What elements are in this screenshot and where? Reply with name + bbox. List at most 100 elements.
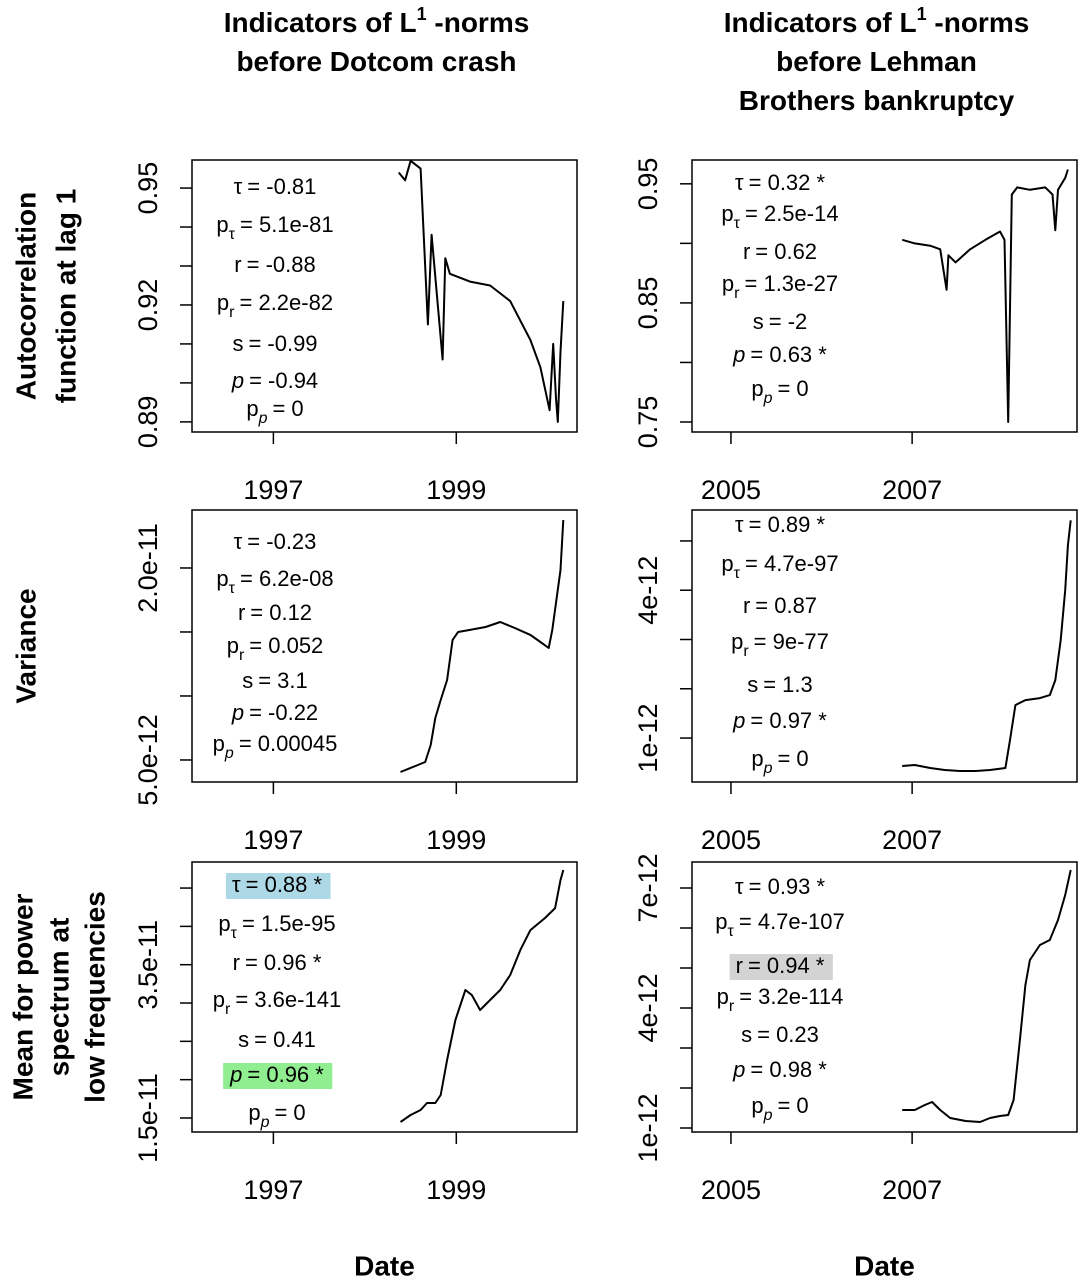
x-tick-label: 2005 [701,825,761,855]
annotation-subscript: p [224,745,234,762]
annotation-symbol: r [736,953,743,978]
x-tick-label: 1997 [243,825,303,855]
annotation: pp = 0 [248,1100,305,1131]
y-tick-label: 1.5e-11 [133,1073,163,1163]
annotation-symbol: τ [735,170,744,195]
annotation-highlight [729,954,833,980]
annotation-value: = 0.87 [755,593,817,618]
data-line [400,519,565,773]
annotation: r = 0.96 * [233,950,322,975]
annotation: τ = 0.88 * [232,872,323,897]
annotation-symbol: p [732,1057,745,1082]
annotation-symbol: p [227,633,239,658]
plot-frame [191,159,578,433]
x-tick-label: 2007 [882,475,942,505]
annotation-symbol: p [218,911,230,936]
annotation-symbol: p [213,731,225,756]
annotation-value: = 0 [777,746,808,771]
annotation-symbol: τ [234,174,243,199]
annotation: τ = 0.32 * [735,170,826,195]
annotation-symbol: τ [232,872,241,897]
annotation-value: = -0.23 [247,529,316,554]
annotation-value: = 2.5e-14 [745,201,839,226]
annotation: pp = 0.00045 [213,731,338,762]
annotation: r = -0.88 [234,252,315,277]
panel: Indicators of L1 -norms before Lehman Brot… [633,4,1078,505]
annotation: s = -2 [753,309,808,334]
annotation-value: = -0.94 [249,368,318,393]
annotation-symbol: p [732,342,745,367]
annotation-subscript: τ [229,226,236,243]
annotation-symbol: r [743,593,750,618]
panel: Indicators of L1 -norms before Dotcom cra… [10,4,578,505]
plot-frame [191,509,578,783]
annotation-symbol: s [232,331,243,356]
panel: Mean for power spectrum at low frequencies… [7,861,578,1281]
annotation-symbol: p [216,566,228,591]
row-label: Variance [10,588,41,703]
annotation-symbol: p [731,629,743,654]
annotation-value: = 1.3 [763,672,813,697]
column-title: before Lehman [776,46,977,77]
annotation-symbol: p [721,551,733,576]
annotation: τ = -0.81 [234,174,317,199]
plot-frame [191,861,578,1133]
data-line [902,869,1072,1123]
y-tick-label: 1e-12 [633,704,663,773]
annotation-symbol: s [747,672,758,697]
annotation-value: = 0.96 * [245,950,322,975]
annotation: p = 0.63 * [732,342,827,367]
annotation-symbol: p [715,909,727,934]
column-title: Indicators of L1 -norms [224,4,530,39]
column-title: before Dotcom crash [236,46,516,77]
annotation-symbol: r [233,950,240,975]
data-line [397,159,565,423]
title-line: before Dotcom crash [236,46,516,77]
annotation-subscript: r [229,304,235,321]
annotation-value: = 0.23 [757,1022,819,1047]
annotation-subscript: τ [229,580,236,597]
annotation-subscript: τ [734,215,741,232]
annotation-subscript: r [743,643,749,660]
annotation-value: = 6.2e-08 [240,566,334,591]
annotation-subscript: p [763,390,773,407]
y-tick-label: 3.5e-11 [133,920,163,1010]
annotation-subscript: r [734,285,740,302]
annotation: pr = 3.2e-114 [717,984,844,1015]
annotation-symbol: s [741,1022,752,1047]
annotation-subscript: p [258,410,268,427]
annotation: τ = -0.23 [234,529,317,554]
annotation: pτ = 2.5e-14 [721,201,838,232]
plot-frame [691,509,1078,783]
y-tick-label: 0.92 [133,279,163,332]
annotation: pτ = 5.1e-81 [216,212,333,243]
annotation-symbol: s [238,1027,249,1052]
annotation-symbol: p [722,271,734,296]
annotation-symbol: p [717,984,729,1009]
annotation: pτ = 1.5e-95 [218,911,335,942]
data-line [901,169,1069,423]
title-line: Brothers bankruptcy [739,85,1015,116]
annotation-value: = 4.7e-107 [739,909,845,934]
annotation-subscript: r [729,998,735,1015]
row-label: Mean for power [7,893,38,1100]
annotation: pτ = 6.2e-08 [216,566,333,597]
annotation: pp = 0 [246,396,303,427]
annotation-value: = 0 [272,396,303,421]
annotation-symbol: r [234,252,241,277]
annotation-value: = 3.6e-141 [235,987,341,1012]
annotation: s = -0.99 [232,331,317,356]
annotation-value: = 0.62 [755,239,817,264]
annotation-subscript: τ [734,565,741,582]
annotation: pr = 1.3e-27 [722,271,838,302]
annotation: r = 0.12 [238,600,312,625]
x-tick-label: 1999 [426,825,486,855]
annotation-subscript: r [225,1001,231,1018]
annotation-subscript: τ [231,925,238,942]
annotation: pp = 0 [751,1093,808,1124]
annotation: pτ = 4.7e-97 [721,551,838,582]
annotation: τ = 0.93 * [735,874,826,899]
annotation-value: = 0.052 [249,633,323,658]
annotation-symbol: p [216,212,228,237]
